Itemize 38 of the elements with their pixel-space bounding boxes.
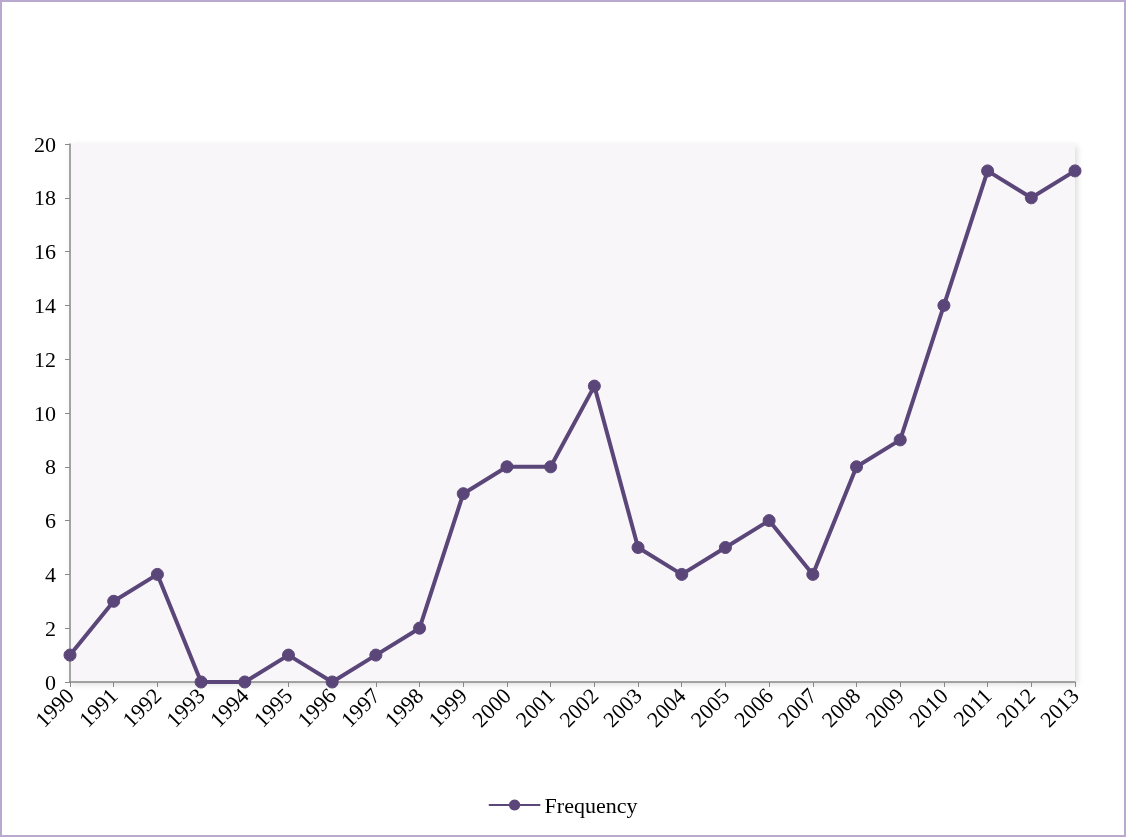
y-tick-label: 10 [34,400,56,426]
y-tick-label: 18 [34,185,56,211]
point [937,298,951,312]
point [107,594,121,608]
point [981,164,995,178]
point [587,379,601,393]
point [150,567,164,581]
y-tick-label: 12 [34,346,56,372]
y-tick-label: 20 [34,131,56,157]
point [369,648,383,662]
point [762,514,776,528]
point [806,567,820,581]
y-tick-label: 16 [34,239,56,265]
point [675,567,689,581]
y-tick-label: 4 [45,561,56,587]
point [500,460,514,474]
y-tick-label: 6 [45,508,56,534]
point [544,460,558,474]
point [1068,164,1082,178]
point [194,675,208,689]
point [1024,191,1038,205]
point [325,675,339,689]
point [413,621,427,635]
point [456,487,470,501]
y-tick-label: 14 [34,292,56,318]
y-tick-label: 8 [45,454,56,480]
x-tick-label: 1991 [73,683,123,732]
point [893,433,907,447]
point [850,460,864,474]
y-tick-label: 2 [45,615,56,641]
point [238,675,252,689]
point [718,541,732,554]
point [63,648,77,662]
point [631,541,645,554]
x-tick-label: 2011 [948,683,997,732]
legend-label: Frequency [544,792,638,818]
point [281,648,295,662]
y-tick-label: 0 [45,669,56,695]
